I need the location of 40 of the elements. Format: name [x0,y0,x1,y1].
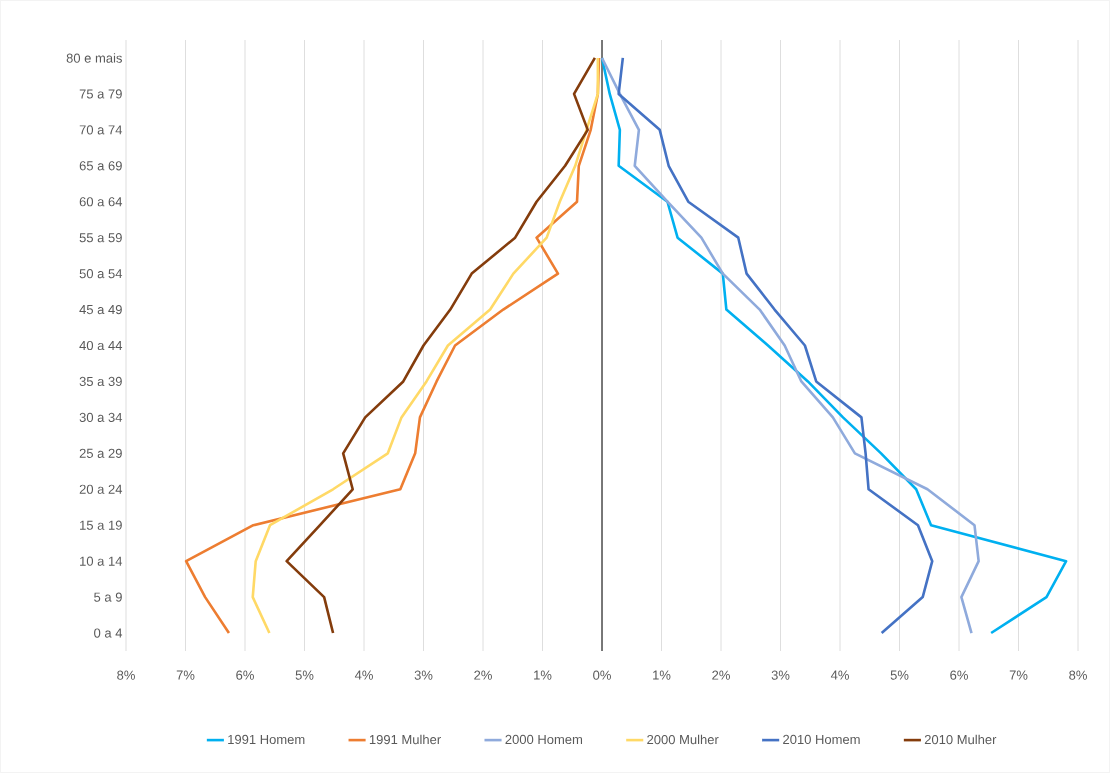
y-tick-label: 80 e mais [66,53,122,63]
x-tick-label: 0% [593,670,611,680]
y-tick-label: 30 a 34 [79,412,123,422]
y-tick-label: 10 a 14 [80,556,123,566]
x-tick-label: 8% [117,670,135,680]
y-tick-label: 50 a 54 [79,269,123,279]
y-tick-label: 70 a 74 [79,125,123,135]
y-tick-label: 55 a 59 [79,233,122,243]
y-tick-label: 0 a 4 [94,628,123,638]
x-tick-label: 7% [1009,670,1028,680]
x-tick-label: 6% [950,670,968,680]
x-tick-label: 3% [414,670,433,680]
y-tick-label: 40 a 44 [79,340,123,351]
y-tick-label: 45 a 49 [79,304,122,315]
y-tick-label: 15 a 19 [80,520,122,530]
x-tick-label: 7% [176,670,195,680]
legend-label: 2000 Mulher [647,734,719,745]
y-tick-label: 65 a 69 [79,161,122,171]
x-tick-label: 4% [354,670,373,680]
x-tick-label: 3% [771,670,790,680]
x-tick-label: 5% [890,670,909,680]
legend-label: 1991 Homem [228,734,305,745]
y-tick-label: 25 a 29 [79,448,122,458]
x-tick-label: 8% [1069,670,1087,680]
x-tick-label: 4% [830,670,849,680]
y-tick-label: 60 a 64 [79,197,123,207]
y-tick-label: 75 a 79 [79,89,122,99]
legend-label: 1991 Mulher [369,734,441,745]
x-tick-label: 2% [474,670,492,680]
y-tick-label: 20 a 24 [79,484,123,494]
x-tick-label: 1% [534,670,552,680]
x-tick-label: 5% [295,670,314,680]
legend-label: 2010 Mulher [924,734,997,745]
y-tick-label: 35 a 39 [79,376,122,387]
legend-label: 2010 Homem [783,734,860,745]
y-tick-label: 5 a 9 [94,592,122,602]
x-tick-label: 2% [712,670,730,680]
legend-label: 2000 Homem [505,734,583,745]
x-tick-label: 6% [236,670,254,680]
x-tick-label: 1% [653,670,671,680]
